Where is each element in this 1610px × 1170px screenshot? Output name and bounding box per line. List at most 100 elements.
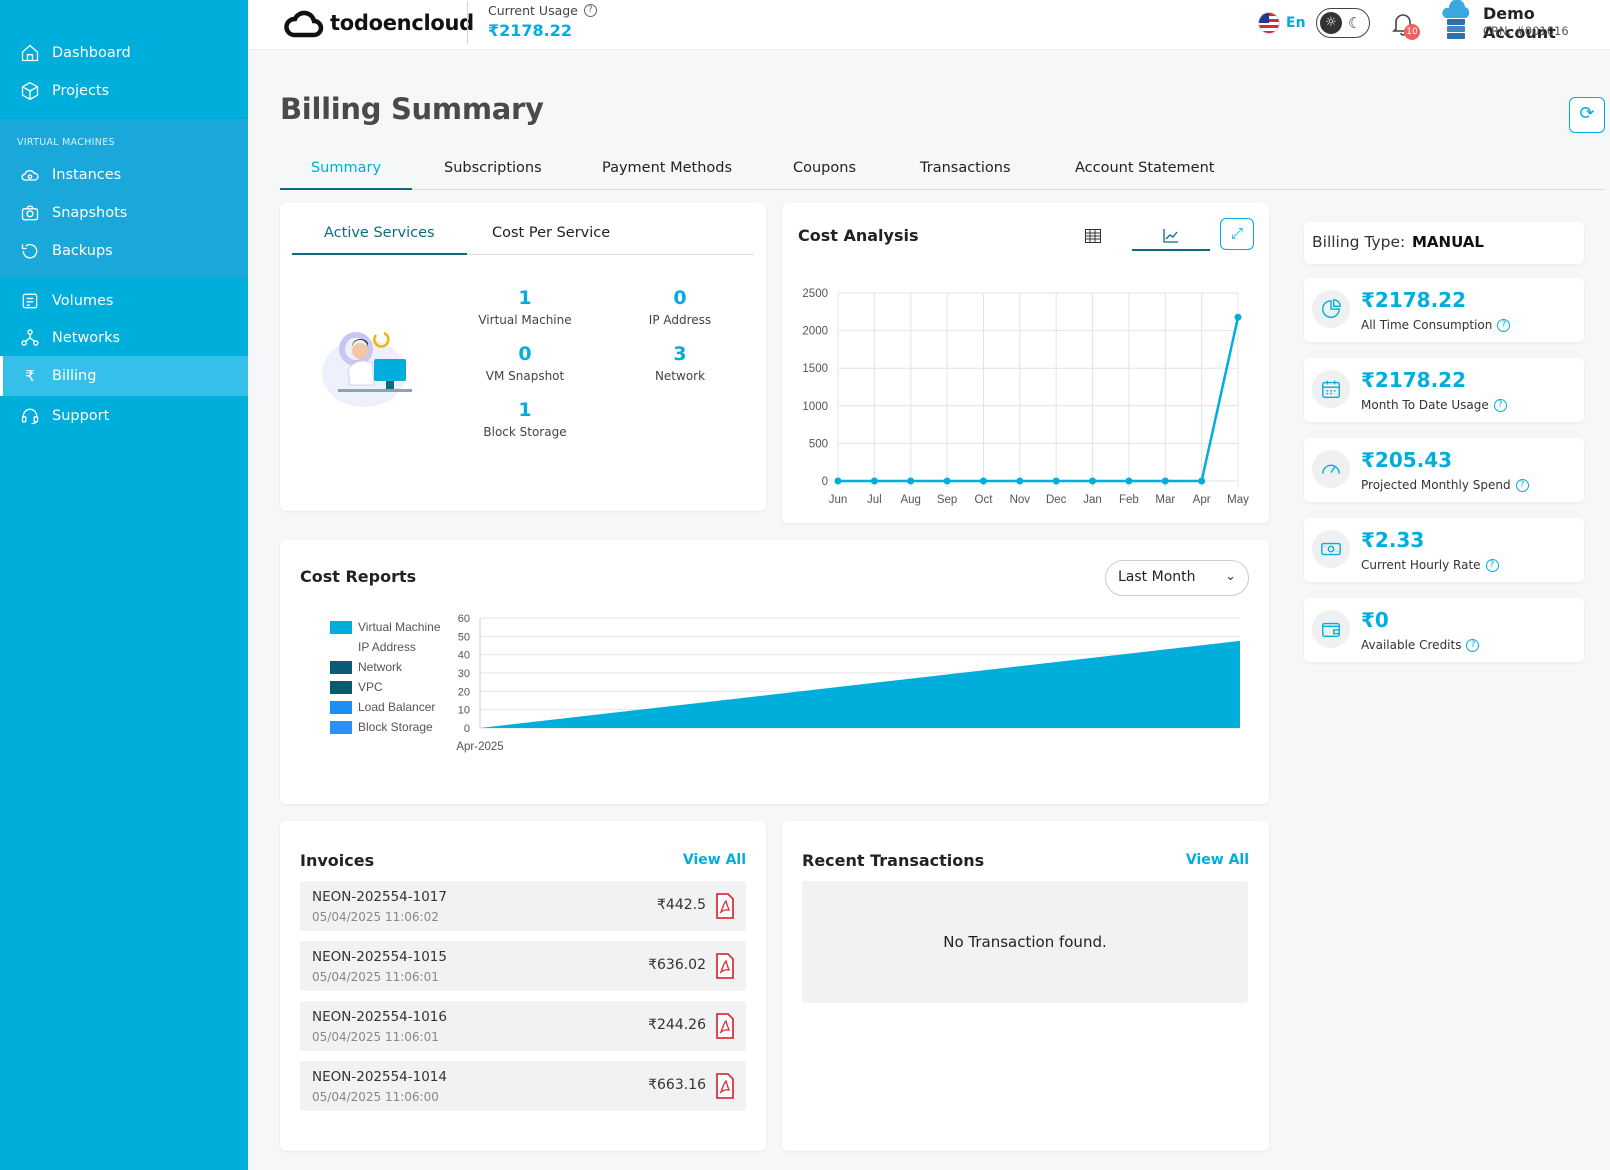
sidebar-item-networks[interactable]: Networks (0, 320, 248, 356)
chart-view-toggle[interactable] (1132, 221, 1210, 251)
legend-swatch (330, 660, 352, 674)
network-icon (21, 329, 39, 346)
y-tick-label: 50 (458, 631, 470, 643)
moon-icon: ☾ (1348, 14, 1362, 32)
x-tick-label: Jan (1083, 494, 1102, 506)
help-icon[interactable]: ? (1515, 478, 1529, 492)
x-tick-label: Sep (937, 494, 957, 506)
help-icon[interactable]: ? (1485, 558, 1499, 572)
pdf-icon[interactable] (715, 893, 735, 919)
support-illustration (322, 331, 412, 407)
current-usage-label: Current Usage ? (488, 3, 597, 18)
legend-label: VPC (358, 680, 383, 694)
invoice-amount: ₹636.02 (648, 957, 706, 973)
legend-item[interactable]: Block Storage (330, 720, 433, 734)
sun-icon: ☼ (1320, 12, 1342, 34)
sidebar-item-projects[interactable]: Projects (0, 72, 248, 110)
language-selector[interactable]: En (1258, 12, 1306, 34)
stat-value: ₹205.43 (1361, 448, 1453, 472)
sidebar-item-backups[interactable]: Backups (0, 232, 248, 270)
invoice-row[interactable]: NEON-202554-1014 05/04/2025 11:06:00 ₹663.… (300, 1061, 746, 1111)
sidebar-item-volumes[interactable]: Volumes (0, 282, 248, 320)
invoice-number: NEON-202554-1015 (312, 949, 447, 965)
tab-subscriptions[interactable]: Subscriptions (444, 160, 542, 176)
invoices-view-all-link[interactable]: View All (682, 852, 746, 868)
cube-icon (21, 81, 39, 101)
data-point (834, 477, 842, 485)
billing-type-card: Billing Type: MANUAL (1304, 222, 1584, 264)
table-icon (1085, 228, 1101, 243)
transactions-view-all-link[interactable]: View All (1185, 852, 1249, 868)
invoice-date: 05/04/2025 11:06:00 (312, 1090, 439, 1104)
help-icon[interactable]: ? (583, 4, 597, 17)
refresh-button[interactable]: ⟳ (1569, 97, 1605, 133)
tab-account-statement[interactable]: Account Statement (1075, 160, 1215, 176)
line-chart-icon (1163, 228, 1178, 243)
y-tick-label: 1000 (802, 401, 828, 413)
sidebar-item-instances[interactable]: Instances (0, 156, 248, 194)
sidebar-item-label: Networks (52, 330, 121, 346)
stat-label: All Time Consumption? (1361, 318, 1511, 332)
invoice-row[interactable]: NEON-202554-1016 05/04/2025 11:06:01 ₹244.… (300, 1001, 746, 1051)
sidebar-item-dashboard[interactable]: Dashboard (0, 34, 248, 72)
pdf-icon[interactable] (715, 1073, 735, 1099)
account-crn: CRN: #001016 (1483, 24, 1569, 38)
help-icon[interactable]: ? (1497, 318, 1511, 332)
stat-label: Month To Date Usage? (1361, 398, 1507, 412)
theme-toggle[interactable]: ☼ ☾ (1316, 8, 1370, 38)
invoice-number: NEON-202554-1017 (312, 889, 447, 905)
legend-swatch (330, 620, 352, 634)
legend-item[interactable]: Load Balancer (330, 700, 435, 714)
service-count: 1 (518, 399, 532, 421)
notification-badge: 10 (1404, 24, 1420, 40)
cloud-icon (21, 170, 39, 181)
expand-button[interactable]: ⤢ (1220, 218, 1254, 250)
service-vm-snapshot: 0 VM Snapshot (450, 343, 600, 383)
tab-transactions[interactable]: Transactions (920, 160, 1011, 176)
help-icon[interactable]: ? (1493, 398, 1507, 412)
stat-value: ₹2.33 (1361, 528, 1425, 552)
report-period-dropdown[interactable]: Last Month ⌄ (1105, 560, 1249, 596)
invoice-row[interactable]: NEON-202554-1015 05/04/2025 11:06:01 ₹636.… (300, 941, 746, 991)
legend-label: Load Balancer (358, 700, 436, 714)
cost-reports-title: Cost Reports (300, 567, 417, 586)
legend-item[interactable]: Network (330, 660, 402, 674)
y-tick-label: 0 (464, 723, 470, 735)
pdf-icon[interactable] (715, 1013, 735, 1039)
help-icon[interactable]: ? (1466, 638, 1480, 652)
service-block-storage: 1 Block Storage (450, 399, 600, 439)
subtab-active-services[interactable]: Active Services (292, 225, 467, 255)
legend-item[interactable]: Virtual Machine (330, 620, 441, 634)
billing-type-value: MANUAL (1412, 233, 1484, 251)
pdf-icon[interactable] (715, 953, 735, 979)
money-icon (1312, 530, 1350, 568)
sidebar-section-label: VIRTUAL MACHINES (17, 137, 115, 148)
table-view-toggle[interactable] (1054, 221, 1132, 251)
account-server-icon[interactable] (1438, 0, 1474, 42)
legend-item[interactable]: IP Address (330, 640, 416, 654)
sidebar-item-support[interactable]: Support (0, 396, 248, 436)
invoice-date: 05/04/2025 11:06:01 (312, 970, 439, 984)
rupee-icon: ₹ (25, 367, 35, 385)
stat-label-text: All Time Consumption (1361, 318, 1493, 332)
service-label: Network (654, 369, 706, 383)
chevron-down-icon: ⌄ (1225, 569, 1236, 584)
subtab-cost-per-service[interactable]: Cost Per Service (492, 225, 611, 241)
headset-icon (21, 408, 39, 425)
y-tick-label: 40 (458, 650, 470, 662)
sidebar-item-billing[interactable]: ₹ Billing (0, 356, 248, 396)
y-tick-label: 0 (822, 476, 828, 488)
brand-logo[interactable]: todoencloud (284, 6, 474, 40)
legend-item[interactable]: VPC (330, 680, 383, 694)
sidebar-item-label: Instances (52, 167, 122, 183)
tab-payment-methods[interactable]: Payment Methods (602, 160, 733, 176)
billing-type-label: Billing Type: (1312, 233, 1406, 251)
account-name[interactable]: Demo Account (1483, 4, 1556, 42)
sidebar-item-snapshots[interactable]: Snapshots (0, 194, 248, 232)
tab-coupons[interactable]: Coupons (793, 160, 857, 176)
legend-label: Virtual Machine (358, 620, 441, 634)
data-point (1161, 477, 1169, 485)
invoice-row[interactable]: NEON-202554-1017 05/04/2025 11:06:02 ₹442.… (300, 881, 746, 931)
tab-summary[interactable]: Summary (280, 160, 412, 190)
services-subtabs: Active Services Cost Per Service (292, 215, 754, 255)
